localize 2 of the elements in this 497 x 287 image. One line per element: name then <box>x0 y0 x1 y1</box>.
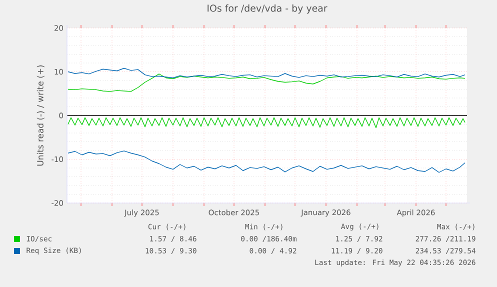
chart-title: IOs for /dev/vda - by year <box>208 4 328 14</box>
y-axis-title: Units read (-) / write (+) <box>36 65 44 166</box>
